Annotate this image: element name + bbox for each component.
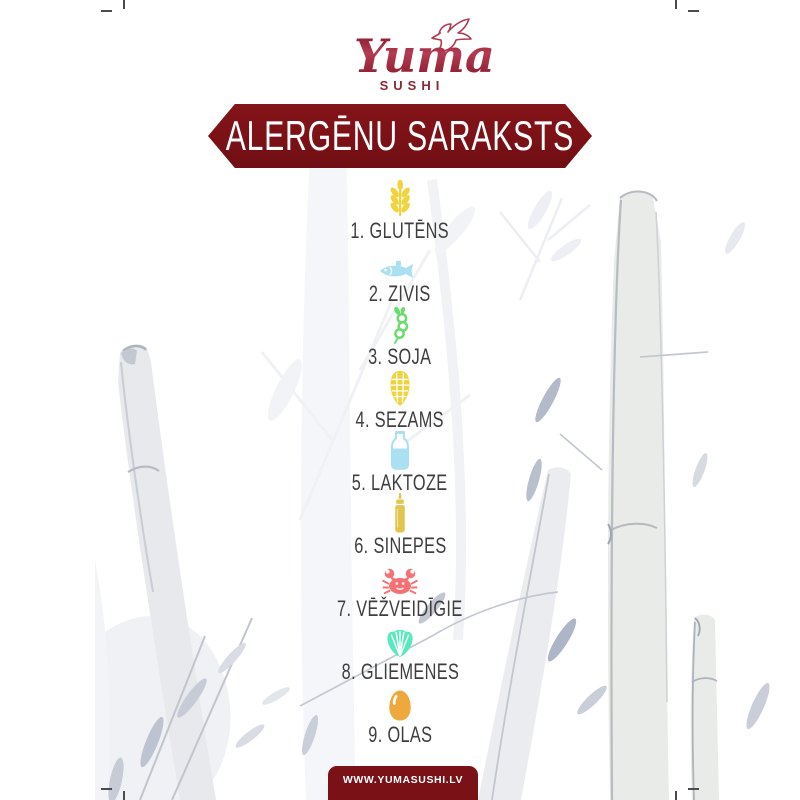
allergen-label: 9. OLAS: [367, 722, 433, 747]
title-banner: ALERGĒNU SARAKSTS: [208, 104, 592, 168]
dove-icon: [431, 18, 472, 52]
corn-icon: [387, 369, 413, 407]
allergen-label: 6. SINEPES: [353, 533, 447, 558]
allergen-label: 3. SOJA: [368, 344, 432, 369]
logo-wordmark: Yuma: [354, 29, 495, 83]
crop-mark-top-left-h: [101, 10, 112, 12]
list-item: 7. VĒŽVEIDĪGIE: [250, 557, 550, 620]
allergen-label: 2. ZIVIS: [369, 281, 431, 306]
allergen-label: 8. GLIEMENES: [341, 659, 459, 684]
list-item: 2. ZIVIS: [250, 242, 550, 305]
milk-bottle-icon: [389, 430, 411, 470]
crop-mark-bottom-left-v: [123, 791, 125, 800]
list-item: 3. SOJA: [250, 305, 550, 368]
allergen-label: 4. SEZAMS: [355, 407, 445, 432]
allergen-label: 1. GLUTĒNS: [350, 218, 450, 243]
website-url[interactable]: WWW.YUMASUSHI.LV: [342, 774, 464, 786]
list-item: 6. SINEPES: [250, 493, 550, 558]
list-item: 8. GLIEMENES: [250, 620, 550, 683]
list-item: 1. GLUTĒNS: [250, 179, 550, 242]
crop-mark-top-right-h: [688, 10, 699, 12]
soybean-icon: [388, 306, 412, 344]
crop-mark-top-right-v: [675, 0, 677, 9]
list-item: 5. LAKTOZE: [250, 431, 550, 494]
egg-icon: [387, 689, 413, 722]
list-item: 9. OLAS: [250, 683, 550, 746]
crop-mark-top-left-v: [123, 0, 125, 9]
yuma-sushi-logo: Yuma SUSHI: [320, 16, 500, 96]
crab-icon: [380, 566, 420, 596]
allergen-label: 7. VĒŽVEIDĪGIE: [337, 596, 463, 621]
crop-mark-bottom-right-v: [675, 791, 677, 800]
page-title: ALERGĒNU SARAKSTS: [225, 112, 575, 159]
footer-bar: WWW.YUMASUSHI.LV: [328, 766, 478, 800]
mustard-bottle-icon: [390, 493, 410, 533]
crop-mark-bottom-right-h: [688, 788, 699, 790]
allergen-list: 1. GLUTĒNS 2. ZIVIS: [0, 179, 800, 746]
crop-mark-bottom-left-h: [101, 788, 112, 790]
allergen-label: 5. LAKTOZE: [352, 470, 448, 495]
fish-icon: [378, 259, 422, 281]
logo-subtitle: SUSHI: [380, 78, 445, 93]
wheat-icon: [387, 180, 413, 218]
list-item: 4. SEZAMS: [250, 368, 550, 431]
shell-icon: [383, 628, 417, 659]
